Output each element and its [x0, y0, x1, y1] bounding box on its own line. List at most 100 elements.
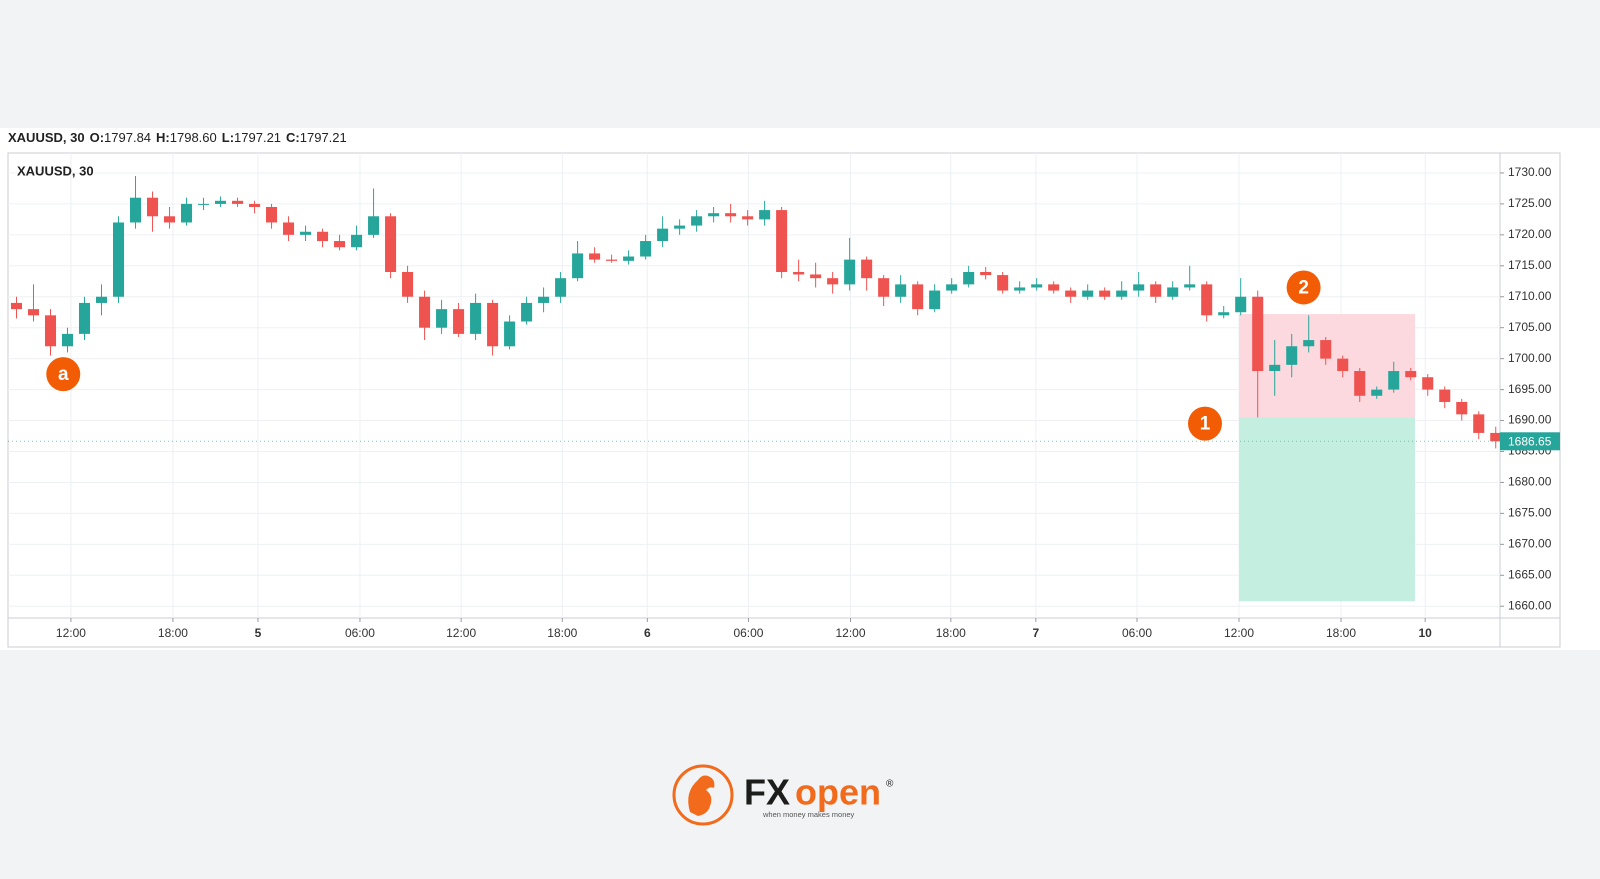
y-tick-label: 1705.00: [1508, 320, 1552, 334]
candle-body: [1456, 401, 1468, 415]
header-value: 1797.84: [104, 130, 151, 145]
candle-body: [112, 222, 125, 297]
candle-body: [538, 296, 550, 303]
candle-body: [1082, 290, 1094, 297]
candle-body: [1422, 377, 1434, 390]
candle-body: [402, 271, 414, 297]
logo-bull: [688, 775, 715, 816]
candle-body: [78, 302, 91, 334]
candle-body: [623, 256, 635, 261]
candle-body: [827, 278, 839, 285]
candle-body: [129, 197, 142, 223]
candle-body: [1218, 312, 1230, 316]
candle-body: [61, 333, 74, 347]
header-key: O:: [90, 130, 104, 145]
candle-body: [521, 302, 533, 322]
candle-body: [470, 302, 482, 334]
y-tick-label: 1710.00: [1508, 289, 1552, 303]
candle-body: [1014, 287, 1026, 291]
candle-body: [453, 309, 465, 334]
candle-body: [351, 234, 363, 248]
candle-body: [878, 278, 890, 297]
candle-body: [249, 203, 261, 207]
candle-body: [844, 259, 856, 285]
annotation-label: a: [58, 364, 69, 385]
candle-body: [10, 302, 23, 310]
annotation-label: 1: [1200, 414, 1211, 435]
header-key: H:: [156, 130, 170, 145]
header-symbol: XAUUSD, 30: [8, 130, 85, 145]
annotation-marker: [1286, 270, 1321, 305]
y-tick-label: 1700.00: [1508, 351, 1552, 365]
candle-body: [793, 271, 805, 275]
candle-body: [44, 315, 57, 347]
header-value: 1797.21: [300, 130, 347, 145]
candle-body: [1048, 284, 1060, 291]
y-tick-label: 1690.00: [1508, 413, 1552, 427]
candle-body: [589, 253, 601, 260]
candle-body: [1099, 290, 1111, 297]
y-tick-label: 1680.00: [1508, 475, 1552, 489]
candle-body: [27, 309, 40, 316]
candle-body: [1133, 284, 1145, 291]
x-tick-label: 6: [644, 626, 651, 640]
candle-body: [317, 231, 329, 242]
chart-title: XAUUSD, 30: [17, 163, 94, 178]
x-tick-label: 5: [255, 626, 262, 640]
brand-mark: ®: [886, 779, 894, 790]
candle-body: [266, 206, 278, 223]
header-value: 1798.60: [170, 130, 217, 145]
candle-body: [640, 241, 652, 257]
x-tick-label: 12:00: [446, 626, 476, 640]
candle-body: [1388, 371, 1400, 390]
x-tick-label: 06:00: [1122, 626, 1152, 640]
candle-body: [1320, 340, 1332, 359]
y-tick-label: 1670.00: [1508, 537, 1552, 551]
brand-fx: FX: [744, 772, 790, 813]
y-tick-label: 1675.00: [1508, 506, 1552, 520]
candle-body: [1150, 284, 1162, 297]
candle-body: [1405, 371, 1417, 378]
candle-body: [198, 203, 210, 205]
annotation-marker: [1188, 406, 1223, 441]
x-tick-label: 18:00: [1326, 626, 1356, 640]
candle-body: [164, 216, 176, 223]
candle-body: [1473, 414, 1485, 433]
last-price-tag: [1500, 432, 1560, 451]
candle-body: [912, 284, 924, 310]
candle-body: [1116, 290, 1128, 297]
candle-body: [146, 197, 159, 217]
candle-body: [232, 200, 244, 204]
candle-body: [436, 309, 448, 328]
candle-body: [572, 253, 584, 279]
candle-body: [1337, 358, 1349, 372]
x-tick-label: 18:00: [936, 626, 966, 640]
candle-body: [1286, 346, 1298, 365]
candle-body: [742, 216, 754, 220]
logo: FX open ® when money makes money: [672, 764, 894, 826]
candle-body: [334, 241, 346, 248]
candle-body: [1354, 371, 1366, 396]
candle-body: [691, 216, 703, 226]
candle-body: [1031, 284, 1043, 288]
candle-body: [181, 203, 193, 223]
candle-body: [1303, 340, 1315, 347]
x-tick-label: 10: [1419, 626, 1433, 640]
chart-frame: [7, 152, 1561, 648]
candle-body: [946, 284, 958, 291]
candle-body: [555, 278, 567, 297]
candle-body: [95, 296, 108, 303]
header-key: C:: [286, 130, 300, 145]
annotation-label: 2: [1298, 277, 1309, 298]
x-tick-label: 06:00: [345, 626, 375, 640]
ohlc-header: XAUUSD, 30 O:1797.84 H:1798.60 L:1797.21 C:1…: [8, 130, 347, 145]
candle-body: [997, 275, 1009, 291]
candle-body: [300, 231, 312, 235]
candle-body: [776, 210, 788, 272]
x-tick-label: 12:00: [835, 626, 865, 640]
candle-body: [895, 284, 907, 297]
x-tick-label: 7: [1032, 626, 1039, 640]
last-price-label: 1686.65: [1508, 434, 1552, 448]
